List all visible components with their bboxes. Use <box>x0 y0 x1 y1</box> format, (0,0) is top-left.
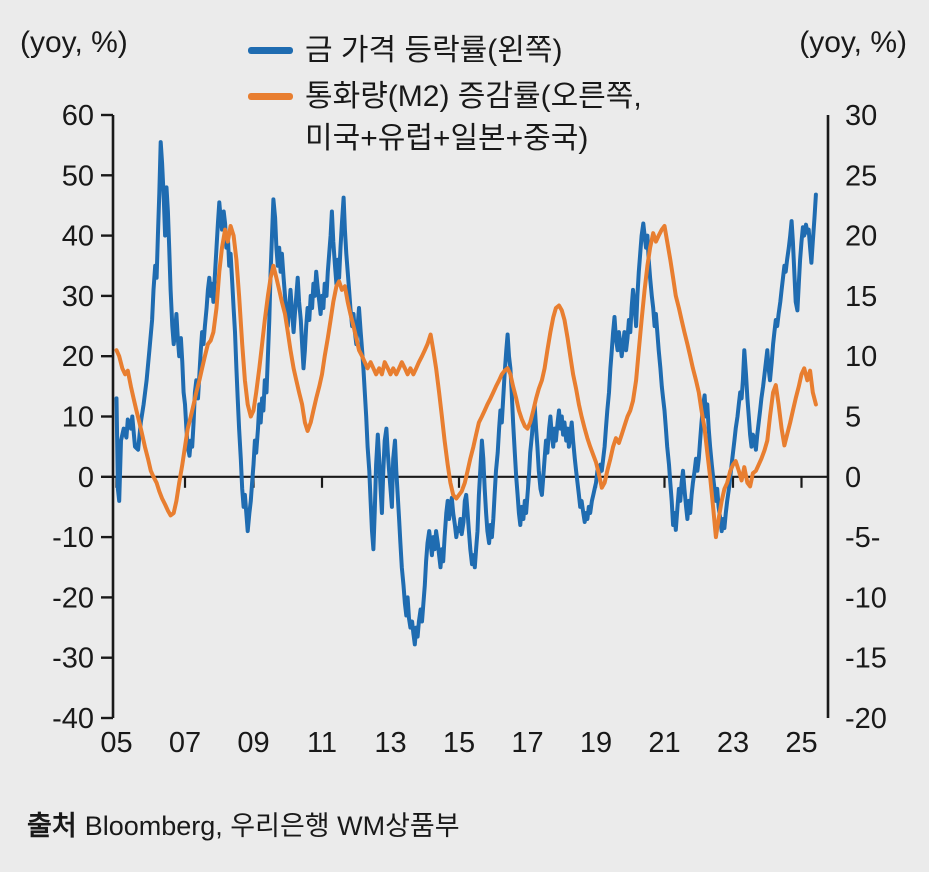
legend: 금 가격 등락률(왼쪽) 통화량(M2) 증감률(오른쪽, 미국+유럽+일본+중… <box>248 30 642 164</box>
source-label: 출처 <box>27 811 77 841</box>
right-axis-tick-label: 10 <box>845 341 877 373</box>
m2-series-swatch-icon <box>248 93 293 100</box>
left-axis-tick-label: 20 <box>62 341 94 373</box>
legend-label-gold: 금 가격 등락률(왼쪽) <box>305 34 563 67</box>
x-axis-tick-label: 17 <box>511 727 543 759</box>
source-line: 출처 Bloomberg, 우리은행 WM상품부 <box>27 804 460 843</box>
x-axis-tick-label: 05 <box>100 727 132 759</box>
x-axis-tick-label: 07 <box>169 727 201 759</box>
x-axis-tick-label: 23 <box>717 727 749 759</box>
left-axis-tick-label: -20 <box>52 582 94 614</box>
legend-item-gold: 금 가격 등락률(왼쪽) <box>248 30 642 72</box>
left-axis-tick-label: -30 <box>52 643 94 675</box>
gold-series-swatch-icon <box>248 47 293 54</box>
right-axis-tick-label: 20 <box>845 221 877 253</box>
left-axis-tick-label: 10 <box>62 402 94 434</box>
legend-label-m2-line2: 미국+유럽+일본+중국) <box>305 122 589 155</box>
x-axis-tick-label: 09 <box>237 727 269 759</box>
x-axis-tick-label: 15 <box>443 727 475 759</box>
axis-tick-labels: 6050403020100-10-20-30-40302520151050-5-… <box>52 100 887 759</box>
right-axis-tick-label: 0 <box>845 462 861 494</box>
x-axis-tick-label: 11 <box>307 727 337 759</box>
chart-canvas: 6050403020100-10-20-30-40302520151050-5-… <box>52 100 887 759</box>
left-axis-tick-label: 50 <box>62 160 94 192</box>
series-lines <box>114 140 818 647</box>
right-axis-tick-label: -15 <box>845 643 887 675</box>
legend-label-m2-line1: 통화량(M2) 증감률(오른쪽, <box>305 80 642 113</box>
right-axis-unit-label: (yoy, %) <box>799 26 907 59</box>
legend-label-m2: 통화량(M2) 증감률(오른쪽, 미국+유럽+일본+중국) <box>305 76 642 160</box>
axes <box>101 113 830 720</box>
right-axis-tick-label: 25 <box>845 160 877 192</box>
source-text: Bloomberg, 우리은행 WM상품부 <box>84 811 460 841</box>
left-axis-unit-label: (yoy, %) <box>20 26 128 59</box>
left-axis-tick-label: -10 <box>52 522 94 554</box>
legend-item-m2: 통화량(M2) 증감률(오른쪽, 미국+유럽+일본+중국) <box>248 76 642 160</box>
gold-price-line <box>114 140 818 647</box>
right-axis-tick-label: 15 <box>845 281 877 313</box>
left-axis-tick-label: 60 <box>62 100 94 132</box>
right-axis-tick-label: -10 <box>845 582 887 614</box>
x-axis-tick-label: 19 <box>580 727 612 759</box>
right-axis-tick-label: -5- <box>845 522 880 554</box>
x-axis-tick-label: 13 <box>374 727 406 759</box>
left-axis-tick-label: 40 <box>62 221 94 253</box>
left-axis-tick-label: 0 <box>78 462 94 494</box>
right-axis-tick-label: 5 <box>845 402 861 434</box>
right-axis-tick-label: -20 <box>845 703 887 735</box>
left-axis-tick-label: 30 <box>62 281 94 313</box>
left-axis-tick-label: -40 <box>52 703 94 735</box>
x-axis-tick-label: 21 <box>648 727 680 759</box>
m2-growth-line <box>114 224 818 540</box>
x-axis-tick-label: 25 <box>785 727 817 759</box>
right-axis-tick-label: 30 <box>845 100 877 132</box>
